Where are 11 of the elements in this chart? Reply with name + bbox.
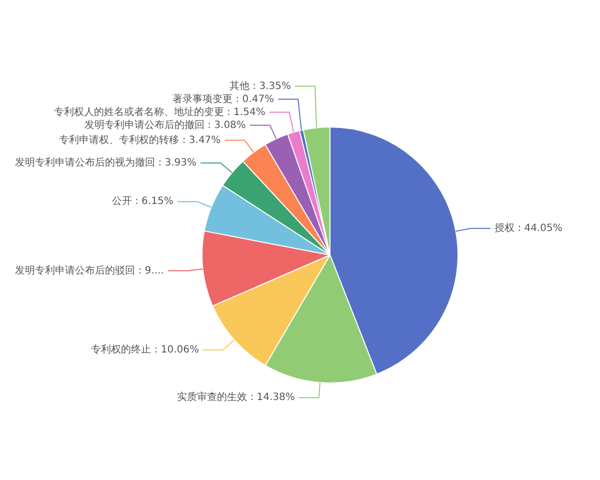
slice-label: 发明专利申请公布后的视为撤回 : 3.93% bbox=[15, 156, 197, 169]
slice-label: 专利权的终止 : 10.06% bbox=[91, 343, 199, 356]
slice-label: 公开 : 6.15% bbox=[112, 195, 174, 208]
slice-label: 发明专利申请公布后的撤回 : 3.08% bbox=[84, 118, 246, 131]
slice-label: 实质审查的生效 : 14.38% bbox=[177, 391, 295, 404]
slice-label: 专利申请权、专利权的转移 : 3.47% bbox=[59, 134, 221, 146]
slice-label: 著录事项变更 : 0.47% bbox=[172, 92, 274, 105]
slice-label: 其他 : 3.35% bbox=[229, 80, 291, 92]
slice-label: 专利权人的姓名或者名称、地址的变更 : 1.54% bbox=[54, 106, 266, 118]
slice-label: 授权 : 44.05% bbox=[494, 222, 562, 234]
slice-label: 发明专利申请公布后的驳回 : 9.... bbox=[15, 264, 164, 276]
